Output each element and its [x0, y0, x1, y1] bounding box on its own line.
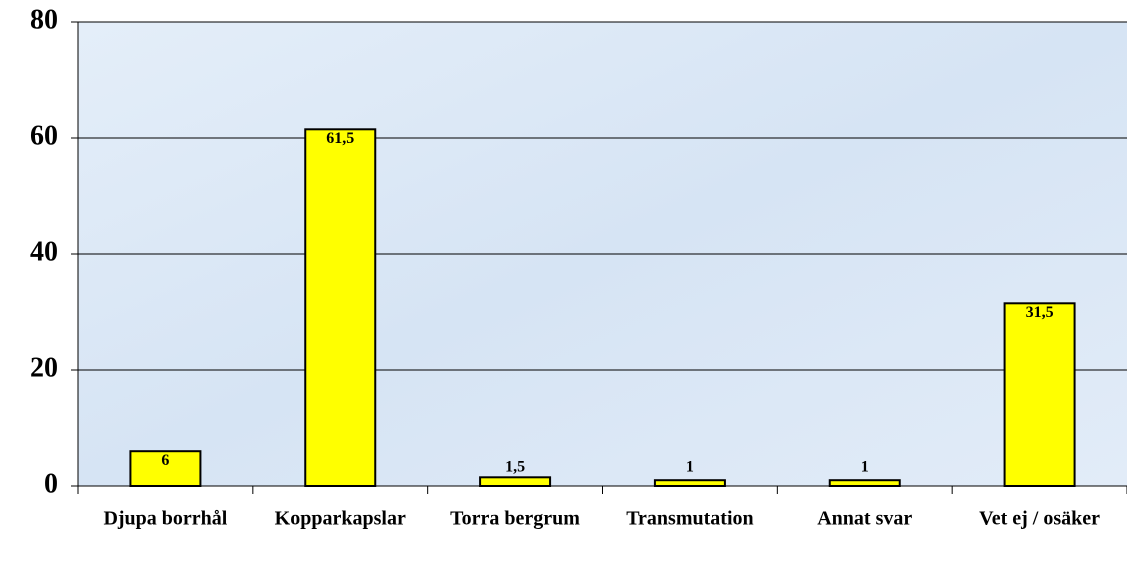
x-tick-label: Djupa borrhål	[103, 508, 227, 530]
bar	[304, 128, 377, 488]
y-tick-label: 0	[44, 468, 58, 499]
value-label: 61,5	[326, 130, 354, 147]
value-label: 1,5	[505, 459, 525, 476]
y-tick-label: 60	[30, 120, 58, 151]
bar	[129, 450, 202, 488]
x-tick-label: Transmutation	[626, 508, 753, 530]
bar	[828, 479, 901, 488]
y-tick-label: 40	[30, 236, 58, 267]
x-tick-label: Vet ej / osäker	[979, 508, 1100, 530]
value-label: 31,5	[1026, 304, 1054, 321]
bar	[1003, 302, 1076, 487]
value-label: 1	[861, 459, 869, 476]
x-tick-label: Torra bergrum	[450, 508, 580, 530]
value-label: 6	[161, 452, 169, 469]
bar	[653, 479, 726, 488]
y-tick-label: 20	[30, 352, 58, 383]
y-tick-label: 80	[30, 4, 58, 35]
x-tick-label: Annat svar	[817, 508, 912, 530]
bar	[479, 476, 552, 487]
x-tick-label: Kopparkapslar	[275, 508, 406, 530]
value-label: 1	[686, 459, 694, 476]
